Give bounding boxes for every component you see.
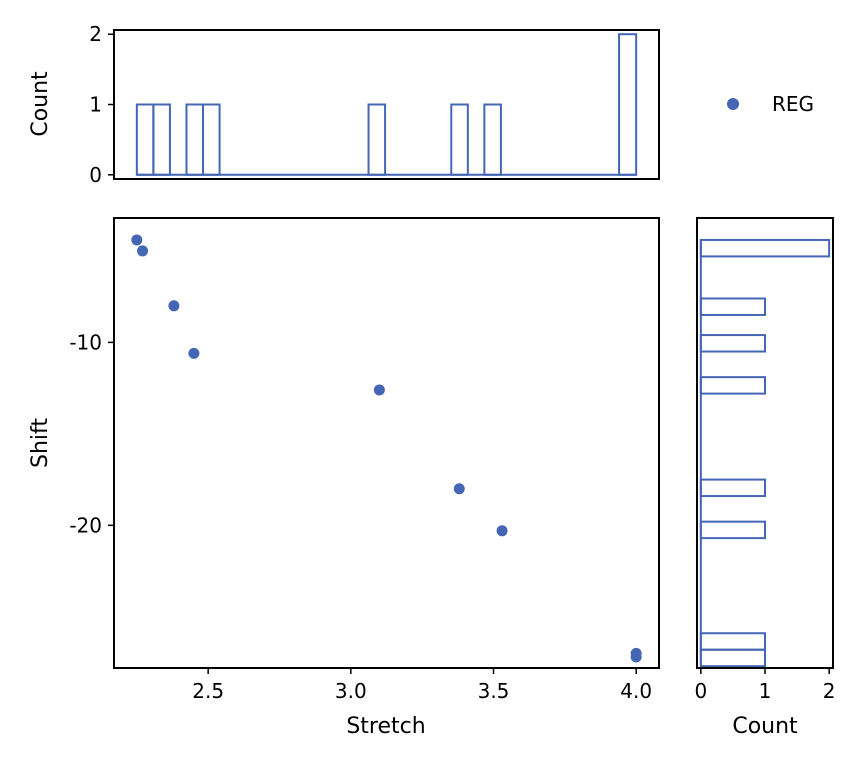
top-y-tick-label: 2 xyxy=(89,22,102,46)
right-histogram-bar xyxy=(699,478,766,498)
legend-marker-reg xyxy=(727,98,739,110)
right-histogram-bar xyxy=(699,632,766,651)
x-tick-label: 3.5 xyxy=(478,679,510,703)
scatter-point xyxy=(188,347,200,359)
right-histogram-frame xyxy=(696,217,834,669)
scatter-point xyxy=(496,525,508,537)
scatter-y-axis: -10 -20 xyxy=(69,330,114,537)
right-histogram-bar xyxy=(699,297,766,316)
scatter-point xyxy=(137,245,149,257)
scatter-panel: 2.5 3.0 3.5 4.0 -10 -20 Stretch Shift xyxy=(28,217,660,739)
top-histogram-bar xyxy=(367,103,387,176)
top-histogram-bars xyxy=(135,33,638,176)
right-histogram-bar xyxy=(699,376,766,395)
top-y-tick-label: 0 xyxy=(89,163,102,187)
top-histogram-bar xyxy=(618,33,638,176)
scatter-point xyxy=(630,651,642,663)
top-histogram-bar xyxy=(135,103,155,176)
top-y-tick-label: 1 xyxy=(89,93,102,117)
y-tick-label: -20 xyxy=(69,513,102,537)
scatter-point xyxy=(453,483,465,495)
x-tick-label: 3.0 xyxy=(335,679,367,703)
right-histogram-bar xyxy=(699,334,766,353)
scatter-points xyxy=(131,234,642,663)
top-histogram-bar xyxy=(152,103,171,176)
right-x-tick-label: 0 xyxy=(694,679,707,703)
scatter-x-axis: 2.5 3.0 3.5 4.0 xyxy=(192,668,652,703)
right-x-tick-label: 1 xyxy=(759,679,772,703)
scatter-frame xyxy=(113,217,660,669)
right-histogram-bar xyxy=(699,238,831,258)
x-tick-label: 4.0 xyxy=(620,679,652,703)
top-histogram-bar xyxy=(483,103,502,176)
scatter-point xyxy=(373,384,385,396)
top-histogram-y-label: Count xyxy=(28,71,53,137)
scatter-point xyxy=(131,234,143,246)
top-histogram-bar xyxy=(185,103,205,176)
y-tick-label: -10 xyxy=(69,330,102,354)
scatter-y-label: Shift xyxy=(28,418,53,468)
top-histogram-bar xyxy=(202,103,221,176)
right-histogram-x-label: Count xyxy=(732,714,798,739)
scatter-point xyxy=(168,300,180,312)
legend: REG xyxy=(727,92,814,116)
top-histogram-bar xyxy=(450,103,469,176)
top-histogram-y-axis: 0 1 2 xyxy=(89,22,114,187)
right-histogram-bars xyxy=(699,238,831,668)
right-x-tick-label: 2 xyxy=(823,679,836,703)
right-histogram-panel: 0 1 2 Count xyxy=(694,217,836,739)
right-histogram-bar xyxy=(699,520,766,540)
right-histogram-bar xyxy=(699,648,766,668)
legend-label-reg: REG xyxy=(772,92,814,116)
top-histogram-panel: 0 1 2 Count xyxy=(28,22,660,187)
right-histogram-x-axis: 0 1 2 xyxy=(694,668,836,703)
scatter-x-label: Stretch xyxy=(346,714,425,739)
x-tick-label: 2.5 xyxy=(192,679,224,703)
